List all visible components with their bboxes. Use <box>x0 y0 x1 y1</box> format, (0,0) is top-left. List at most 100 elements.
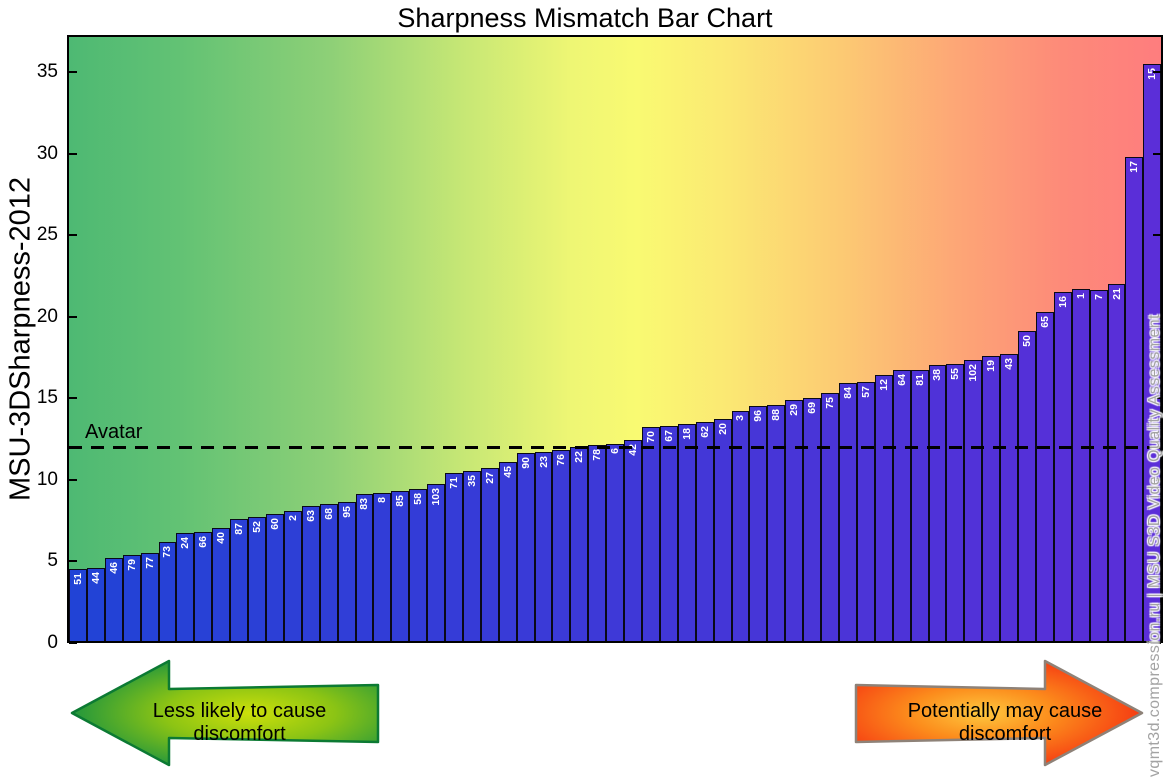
bar: 88 <box>767 404 786 641</box>
bar: 67 <box>659 425 678 641</box>
y-tick-label: 5 <box>47 550 58 572</box>
bar-label: 87 <box>232 522 245 535</box>
bar-label: 63 <box>304 509 317 522</box>
bar-label: 77 <box>143 556 156 569</box>
tick-mark <box>1153 71 1161 74</box>
bar-label: 24 <box>179 537 192 550</box>
bar: 42 <box>624 440 642 641</box>
bar-label: 69 <box>805 401 818 414</box>
bar: 87 <box>230 518 249 641</box>
bar-label: 45 <box>501 465 514 478</box>
bar-label: 85 <box>394 494 407 507</box>
bar: 17 <box>1125 156 1144 641</box>
y-tick-label: 30 <box>36 142 58 164</box>
bar: 77 <box>140 552 159 641</box>
bar-label: 103 <box>429 488 442 506</box>
bar-label: 88 <box>770 408 783 421</box>
bar: 90 <box>516 453 535 641</box>
bar-label: 19 <box>984 359 997 372</box>
bar-label: 50 <box>1020 335 1033 347</box>
tick-mark <box>69 397 77 400</box>
bar: 45 <box>498 461 517 641</box>
bar: 103 <box>427 484 446 641</box>
bar-label: 22 <box>573 450 586 463</box>
bar-label: 102 <box>967 364 980 382</box>
reference-line-avatar <box>69 445 1161 449</box>
bar-label: 57 <box>859 385 872 398</box>
bar: 23 <box>534 451 553 641</box>
bar-label: 38 <box>931 369 944 382</box>
bar-label: 60 <box>268 517 281 530</box>
bar: 3 <box>731 411 750 641</box>
bar: 63 <box>301 505 320 641</box>
right-arrow-label: Potentially may cause discomfort <box>907 700 1103 745</box>
bar-label: 2 <box>286 514 299 521</box>
bar: 64 <box>892 370 911 641</box>
bar: 7 <box>1089 290 1108 641</box>
bar: 50 <box>1018 331 1036 641</box>
bar: 40 <box>212 528 231 641</box>
bar: 29 <box>785 399 804 641</box>
bar: 12 <box>874 375 893 641</box>
bar-label: 51 <box>71 573 84 585</box>
y-tick-label: 10 <box>36 468 58 490</box>
bar: 22 <box>570 446 589 641</box>
bar: 57 <box>856 381 875 641</box>
left-arrow-label: Less likely to cause discomfort <box>152 700 327 745</box>
bar: 75 <box>821 393 839 641</box>
bar: 8 <box>373 492 392 641</box>
tick-mark <box>69 478 77 481</box>
bar-label: 79 <box>125 558 138 571</box>
y-tick-label: 20 <box>36 305 58 327</box>
right-arrow-icon <box>854 659 1144 767</box>
y-tick-label: 0 <box>47 632 58 653</box>
y-tick-label: 15 <box>36 387 58 409</box>
bar: 65 <box>1035 311 1054 641</box>
bar-label: 90 <box>519 457 532 470</box>
bar-label: 71 <box>447 477 460 489</box>
bar: 95 <box>337 502 356 641</box>
bar: 71 <box>445 473 463 641</box>
bar-label: 68 <box>322 508 335 520</box>
bars-container: 51 44 46 79 77 73 24 66 40 87 52 60 2 63 68 95 83 8 85 58 10… <box>69 37 1162 641</box>
bar-label: 95 <box>340 506 353 519</box>
tick-mark <box>1153 560 1161 563</box>
tick-mark <box>69 234 77 237</box>
bar-label: 20 <box>716 423 729 435</box>
bar-label: 27 <box>483 472 496 484</box>
bar: 35 <box>462 471 481 641</box>
bar-label: 43 <box>1002 357 1015 370</box>
bar-label: 16 <box>1056 295 1069 308</box>
bar: 96 <box>749 406 768 641</box>
bar: 44 <box>86 567 105 641</box>
plot-area: 51 44 46 79 77 73 24 66 40 87 52 60 2 63 68 95 83 8 85 58 10… <box>67 35 1163 644</box>
tick-mark <box>1153 315 1161 318</box>
bar: 102 <box>964 360 983 641</box>
bar: 68 <box>319 504 338 641</box>
bar: 81 <box>910 370 929 641</box>
bar: 66 <box>194 531 213 641</box>
bar-label: 70 <box>644 431 657 444</box>
bar-label: 35 <box>465 475 478 488</box>
bar: 55 <box>946 363 965 641</box>
bar: 51 <box>69 569 87 641</box>
bar: 24 <box>176 533 195 641</box>
y-tick-label: 35 <box>36 61 58 83</box>
bar: 1 <box>1071 288 1090 641</box>
bar-label: 29 <box>787 403 800 416</box>
bar: 6 <box>606 443 625 641</box>
bar-label: 18 <box>680 428 693 440</box>
bar-label: 67 <box>662 429 675 442</box>
bar-label: 83 <box>358 498 371 510</box>
bar-label: 66 <box>197 535 210 548</box>
bar: 46 <box>104 557 123 641</box>
bar-label: 73 <box>161 545 174 558</box>
tick-mark <box>69 152 77 155</box>
bar-label: 21 <box>1110 287 1123 300</box>
tick-mark <box>69 71 77 74</box>
tick-mark <box>1153 478 1161 481</box>
bar: 27 <box>480 468 499 641</box>
bar: 58 <box>409 489 428 641</box>
bar: 69 <box>803 397 822 641</box>
tick-mark <box>69 560 77 563</box>
